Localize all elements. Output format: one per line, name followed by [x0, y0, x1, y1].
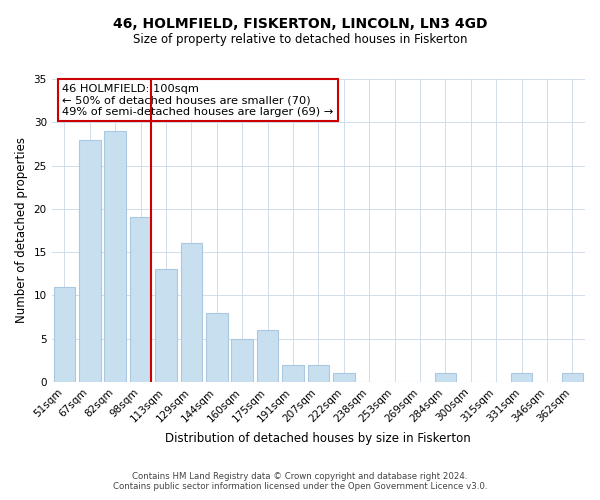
- Bar: [333, 374, 355, 382]
- Bar: [206, 312, 227, 382]
- Bar: [434, 374, 456, 382]
- Bar: [511, 374, 532, 382]
- Bar: [562, 374, 583, 382]
- X-axis label: Distribution of detached houses by size in Fiskerton: Distribution of detached houses by size …: [166, 432, 471, 445]
- Bar: [130, 218, 151, 382]
- Bar: [257, 330, 278, 382]
- Text: Size of property relative to detached houses in Fiskerton: Size of property relative to detached ho…: [133, 32, 467, 46]
- Bar: [181, 244, 202, 382]
- Text: 46, HOLMFIELD, FISKERTON, LINCOLN, LN3 4GD: 46, HOLMFIELD, FISKERTON, LINCOLN, LN3 4…: [113, 18, 487, 32]
- Bar: [104, 131, 126, 382]
- Bar: [308, 364, 329, 382]
- Bar: [79, 140, 101, 382]
- Bar: [282, 364, 304, 382]
- Bar: [53, 286, 75, 382]
- Bar: [232, 338, 253, 382]
- Text: Contains HM Land Registry data © Crown copyright and database right 2024.
Contai: Contains HM Land Registry data © Crown c…: [113, 472, 487, 491]
- Y-axis label: Number of detached properties: Number of detached properties: [15, 138, 28, 324]
- Text: 46 HOLMFIELD: 100sqm
← 50% of detached houses are smaller (70)
49% of semi-detac: 46 HOLMFIELD: 100sqm ← 50% of detached h…: [62, 84, 334, 116]
- Bar: [155, 270, 177, 382]
